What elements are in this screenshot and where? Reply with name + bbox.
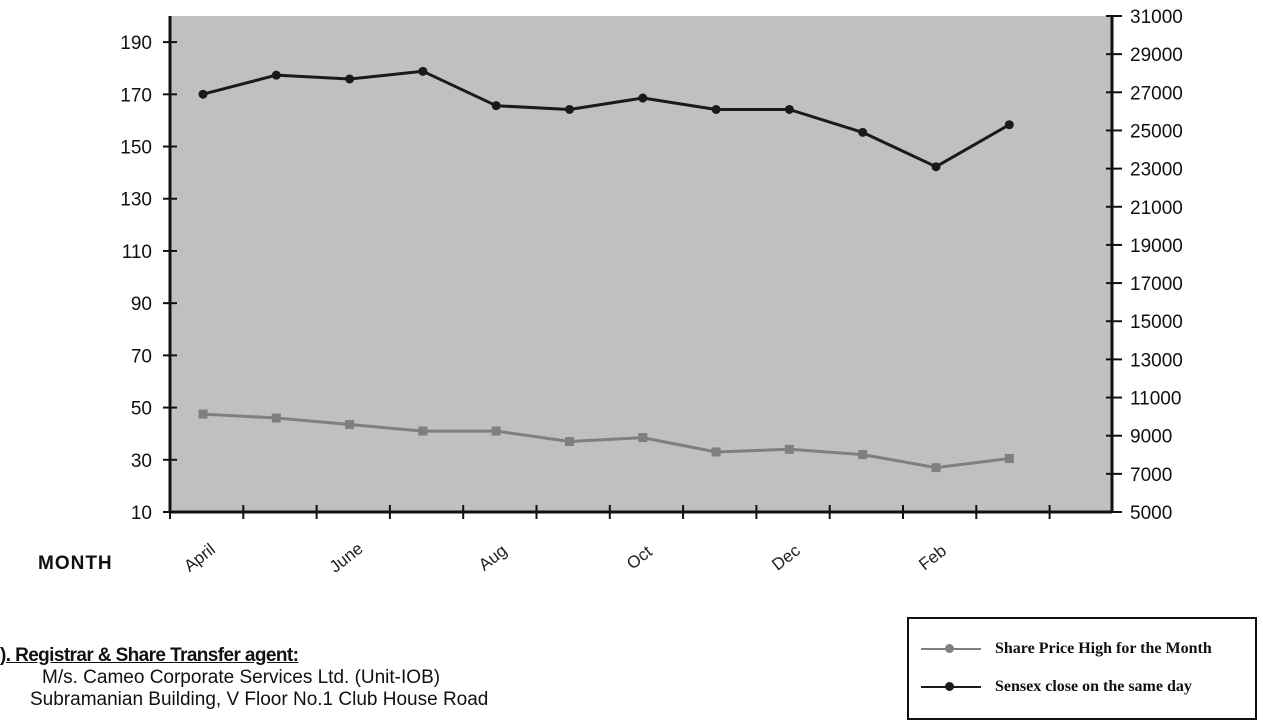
left-tick-label: 50 <box>131 399 152 420</box>
data-point-sensex <box>418 66 428 76</box>
x-axis-label: MONTH <box>38 553 113 574</box>
right-tick-label: 19000 <box>1130 236 1183 257</box>
data-point-share-price <box>491 426 501 436</box>
series-line-1 <box>202 69 1011 169</box>
left-tick-label: 70 <box>131 346 152 367</box>
right-tick-label: 13000 <box>1130 350 1183 371</box>
left-tick-label: 130 <box>120 190 152 211</box>
right-tick-label: 5000 <box>1130 503 1172 524</box>
right-tick-label: 27000 <box>1130 83 1183 104</box>
right-tick-label: 9000 <box>1130 427 1172 448</box>
left-tick-label: 190 <box>120 33 152 54</box>
x-tick-label: Feb <box>915 541 950 574</box>
right-tick-label: 15000 <box>1130 312 1183 333</box>
data-point-sensex <box>784 104 794 114</box>
right-tick-label: 21000 <box>1130 198 1183 219</box>
data-point-share-price <box>711 447 721 457</box>
data-point-share-price <box>565 437 574 447</box>
data-point-sensex <box>638 93 648 103</box>
data-point-share-price <box>345 420 355 430</box>
legend-marker-sensex <box>945 682 954 691</box>
data-point-sensex <box>931 162 941 172</box>
data-point-share-price <box>784 444 794 454</box>
registrar-line-2: Subramanian Building, V Floor No.1 Club … <box>30 689 489 710</box>
x-tick-label: Dec <box>768 541 804 575</box>
registrar-heading: ). Registrar & Share Transfer agent: <box>0 645 299 666</box>
left-tick-label: 90 <box>131 294 152 315</box>
right-tick-label: 31000 <box>1130 7 1183 28</box>
data-point-sensex <box>858 127 868 137</box>
legend-marker-share-price <box>945 644 954 653</box>
right-tick-label: 23000 <box>1130 160 1183 181</box>
data-point-share-price <box>931 463 941 473</box>
x-tick-label: June <box>326 539 367 577</box>
right-tick-label: 7000 <box>1130 465 1172 486</box>
series-line-0 <box>202 412 1010 470</box>
registrar-section: ). Registrar & Share Transfer agent: M/s… <box>0 645 488 711</box>
registrar-line-1: M/s. Cameo Corporate Services Ltd. (Unit… <box>42 667 441 688</box>
legend: Share Price High for the Month Sensex cl… <box>907 617 1257 720</box>
legend-label-sensex: Sensex close on the same day <box>995 678 1192 695</box>
data-point-share-price <box>198 409 208 419</box>
data-point-sensex <box>345 74 355 84</box>
data-point-share-price <box>1004 453 1014 463</box>
data-point-sensex <box>491 101 501 111</box>
data-point-share-price <box>638 433 648 443</box>
data-point-sensex <box>271 70 281 80</box>
data-point-sensex <box>565 104 574 114</box>
data-point-share-price <box>271 413 281 423</box>
legend-swatch-share-price <box>921 644 981 653</box>
data-point-share-price <box>858 450 868 460</box>
left-tick-label: 30 <box>131 451 152 472</box>
left-tick-label: 110 <box>122 242 152 263</box>
legend-label-share-price: Share Price High for the Month <box>995 640 1212 657</box>
data-point-sensex <box>1004 120 1014 130</box>
x-tick-label: Aug <box>475 541 511 575</box>
right-tick-label: 17000 <box>1130 274 1183 295</box>
data-point-share-price <box>418 426 428 436</box>
x-tick-label: April <box>180 540 219 576</box>
data-point-sensex <box>711 104 721 114</box>
x-tick-label: Oct <box>623 542 656 573</box>
left-tick-label: 150 <box>120 138 152 159</box>
right-tick-label: 11000 <box>1130 389 1181 410</box>
legend-swatch-sensex <box>921 682 981 691</box>
right-tick-label: 25000 <box>1130 121 1183 142</box>
legend-item-sensex: Sensex close on the same day <box>921 675 1192 699</box>
legend-item-share-price: Share Price High for the Month <box>921 637 1212 661</box>
right-tick-label: 29000 <box>1130 45 1183 66</box>
left-tick-label: 170 <box>120 85 152 106</box>
data-point-sensex <box>198 89 208 99</box>
left-tick-label: 10 <box>131 503 152 524</box>
